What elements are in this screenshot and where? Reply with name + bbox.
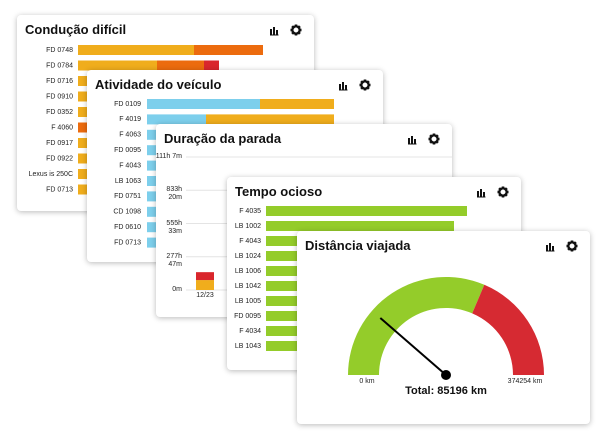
row-label: LB 1006 bbox=[235, 268, 261, 275]
bar-segment bbox=[260, 99, 334, 109]
icon-base bbox=[477, 196, 486, 198]
chart-icon[interactable] bbox=[270, 27, 279, 36]
icon-base bbox=[408, 143, 417, 145]
bar-segment bbox=[194, 45, 263, 55]
bar-segment bbox=[196, 280, 214, 290]
y-tick-label: 1111h 7m bbox=[156, 153, 182, 160]
y-tick-label: 555h 33m bbox=[166, 219, 182, 235]
bar-segment bbox=[78, 45, 194, 55]
row-label: FD 0109 bbox=[114, 101, 141, 108]
card: 0 km 374254 km Total: 85196 km Distância vi… bbox=[297, 231, 590, 424]
row-label: FD 0352 bbox=[46, 109, 73, 116]
icon-base bbox=[270, 34, 279, 36]
icon-bar bbox=[273, 27, 275, 35]
y-tick-label: 277h 47m bbox=[166, 252, 182, 268]
card-title: Tempo ocioso bbox=[235, 184, 323, 199]
bar-segment bbox=[147, 99, 260, 109]
card-title: Condução difícil bbox=[25, 22, 127, 37]
icon-bar bbox=[546, 245, 548, 251]
bar-segment bbox=[78, 60, 157, 71]
bar-segment bbox=[157, 60, 204, 71]
icon-bar bbox=[270, 29, 272, 35]
row-label: F 4043 bbox=[119, 162, 141, 169]
icon-base bbox=[339, 89, 348, 91]
gear-body bbox=[291, 25, 301, 35]
gauge-band bbox=[348, 277, 485, 375]
gear-body bbox=[360, 80, 370, 90]
row-label: FD 0751 bbox=[114, 193, 141, 200]
row-label: FD 0713 bbox=[46, 186, 73, 193]
row-label: F 4043 bbox=[239, 238, 261, 245]
icon-bar bbox=[345, 85, 347, 90]
row-label: FD 0095 bbox=[114, 147, 141, 154]
row-label: F 4060 bbox=[51, 124, 73, 131]
gear-body bbox=[498, 187, 508, 197]
row-label: LB 1043 bbox=[235, 343, 261, 350]
row-label: FD 0784 bbox=[46, 62, 73, 69]
y-tick-label: 0m bbox=[172, 286, 182, 293]
card-title: Atividade do veículo bbox=[95, 77, 222, 92]
bar-segment bbox=[266, 221, 454, 231]
bar-segment bbox=[266, 206, 467, 216]
chart-icon[interactable] bbox=[546, 243, 555, 252]
icon-bar bbox=[411, 136, 413, 144]
gauge-max-label: 374254 km bbox=[508, 378, 543, 385]
gauge-band bbox=[472, 284, 544, 375]
gear-body bbox=[429, 134, 439, 144]
icon-bar bbox=[477, 191, 479, 197]
row-label: CD 1098 bbox=[113, 209, 141, 216]
gauge-min-label: 0 km bbox=[359, 378, 374, 385]
row-label: LB 1005 bbox=[235, 298, 261, 305]
bar-segment bbox=[196, 272, 214, 281]
row-label: LB 1024 bbox=[235, 253, 261, 260]
icon-bar bbox=[480, 189, 482, 197]
row-label: FD 0095 bbox=[234, 313, 261, 320]
row-label: F 4063 bbox=[119, 132, 141, 139]
chart-icon[interactable] bbox=[477, 189, 486, 198]
icon-bar bbox=[408, 138, 410, 144]
card-title: Duração da parada bbox=[164, 131, 282, 146]
x-tick-label: 12/23 bbox=[196, 292, 214, 299]
card-canvas: 0 km 374254 km Total: 85196 km bbox=[348, 240, 578, 397]
bar-segment bbox=[147, 114, 206, 125]
needle-hub bbox=[441, 370, 451, 380]
settings-icon[interactable] bbox=[566, 240, 578, 252]
icon-bar bbox=[414, 139, 416, 144]
row-label: F 4035 bbox=[239, 208, 261, 215]
icon-bar bbox=[483, 192, 485, 197]
row-label: LB 1002 bbox=[235, 223, 261, 230]
chart-icon[interactable] bbox=[408, 136, 417, 145]
row-label: F 4019 bbox=[119, 116, 141, 123]
settings-icon[interactable] bbox=[290, 24, 302, 36]
icon-bar bbox=[342, 82, 344, 90]
y-tick-label: 833h 20m bbox=[166, 186, 182, 202]
gauge-total: Total: 85196 km bbox=[405, 385, 487, 397]
icon-bar bbox=[549, 243, 551, 251]
row-label: FD 0713 bbox=[114, 239, 141, 246]
row-label: F 4034 bbox=[239, 328, 261, 335]
row-label: LB 1042 bbox=[235, 283, 261, 290]
settings-icon[interactable] bbox=[428, 133, 440, 145]
icon-bar bbox=[276, 30, 278, 35]
gauge-needle bbox=[379, 317, 447, 376]
row-label: FD 0910 bbox=[46, 93, 73, 100]
row-label: FD 0748 bbox=[46, 47, 73, 54]
settings-icon[interactable] bbox=[497, 186, 509, 198]
row-label: FD 0922 bbox=[46, 155, 73, 162]
bar-segment bbox=[206, 114, 334, 125]
bar-segment bbox=[204, 60, 219, 71]
card-title: Distância viajada bbox=[305, 238, 411, 253]
settings-icon[interactable] bbox=[359, 79, 371, 91]
row-label: FD 0716 bbox=[46, 78, 73, 85]
row-label: Lexus is 250C bbox=[29, 171, 73, 178]
icon-bar bbox=[339, 84, 341, 90]
row-label: FD 0610 bbox=[114, 224, 141, 231]
icon-base bbox=[546, 250, 555, 252]
chart-icon[interactable] bbox=[339, 82, 348, 91]
row-label: FD 0917 bbox=[46, 140, 73, 147]
icon-bar bbox=[552, 246, 554, 251]
row-label: LB 1063 bbox=[115, 178, 141, 185]
gear-body bbox=[567, 241, 577, 251]
